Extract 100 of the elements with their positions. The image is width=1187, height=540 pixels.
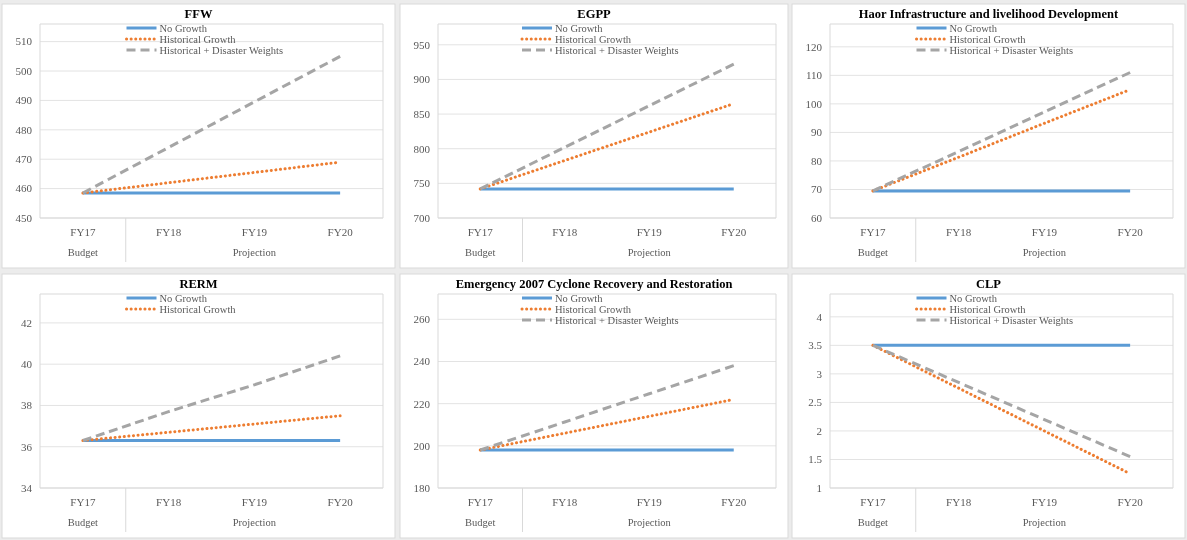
line-series <box>81 354 342 443</box>
x-tick-label: FY19 <box>636 496 663 508</box>
line-series <box>81 414 342 443</box>
y-tick-label: 34 <box>21 481 33 494</box>
legend-label: No Growth <box>949 22 998 34</box>
legend-label: Historical + Disaster Weights <box>555 314 679 326</box>
y-tick-label: 950 <box>413 38 431 51</box>
legend-label: No Growth <box>159 292 208 304</box>
legend-label: Historical Growth <box>949 33 1027 45</box>
text: Budget <box>465 517 496 528</box>
text: Budget <box>67 517 99 528</box>
y-tick-label: 3.5 <box>808 339 823 352</box>
x-tick-label: FY20 <box>1117 496 1144 508</box>
x-tick-label: FY18 <box>552 496 578 508</box>
y-tick-label: 260 <box>413 313 431 326</box>
legend-label: Historical Growth <box>555 303 632 315</box>
y-tick-label: 120 <box>805 40 823 53</box>
x-tick-label: FY17 <box>467 496 494 508</box>
x-tick-label: FY20 <box>327 496 354 508</box>
legend-label: No Growth <box>949 292 998 304</box>
y-tick-label: 42 <box>21 316 32 329</box>
y-tick-label: 70 <box>811 183 823 196</box>
line-series <box>81 54 342 195</box>
y-tick-label: 110 <box>805 69 823 82</box>
y-tick-label: 800 <box>413 142 431 155</box>
x-tick-label: FY18 <box>552 226 578 238</box>
y-tick-label: 1 <box>816 481 822 494</box>
x-tick-label: FY20 <box>721 226 747 238</box>
chart-title: FFW <box>184 7 213 21</box>
legend-label: Historical + Disaster Weights <box>159 44 284 56</box>
line-series <box>478 364 736 452</box>
legend-label: Historical Growth <box>555 33 632 45</box>
y-tick-label: 900 <box>413 73 431 86</box>
x-tick-label: FY19 <box>1031 226 1058 238</box>
y-tick-label: 200 <box>413 439 431 452</box>
chart-title: CLP <box>976 277 1002 291</box>
x-tick-label: FY19 <box>1031 496 1058 508</box>
legend-label: Historical + Disaster Weights <box>949 314 1074 326</box>
legend-label: Historical Growth <box>159 303 237 315</box>
y-tick-label: 36 <box>21 440 33 453</box>
chart-title: Haor Infrastructure and livelihood Development <box>858 7 1119 21</box>
line-series <box>478 62 736 191</box>
x-tick-label: FY18 <box>156 226 182 238</box>
y-tick-label: 180 <box>413 481 431 494</box>
legend-label: Historical + Disaster Weights <box>949 44 1074 56</box>
y-tick-label: 490 <box>15 94 33 107</box>
y-tick-label: 38 <box>21 399 33 412</box>
x-tick-label: FY17 <box>860 226 886 238</box>
chart-title: Emergency 2007 Cyclone Recovery and Restoration <box>455 277 733 291</box>
y-tick-label: 480 <box>15 123 33 136</box>
y-tick-label: 40 <box>21 358 33 371</box>
y-tick-label: 60 <box>811 211 823 224</box>
x-tick-label: FY18 <box>946 226 972 238</box>
y-tick-label: 100 <box>805 97 823 110</box>
text: Projection <box>1022 517 1067 528</box>
text: Projection <box>627 247 672 258</box>
y-tick-label: 90 <box>811 126 823 139</box>
legend-label: No Growth <box>555 22 604 34</box>
legend-label: No Growth <box>159 22 208 34</box>
y-tick-label: 240 <box>413 355 431 368</box>
y-tick-label: 80 <box>811 154 823 167</box>
x-tick-label: FY17 <box>467 226 494 238</box>
y-tick-label: 4 <box>816 310 823 323</box>
y-tick-label: 3 <box>816 367 823 380</box>
legend-label: Historical Growth <box>949 303 1027 315</box>
x-tick-label: FY18 <box>156 496 182 508</box>
x-tick-label: FY20 <box>721 496 747 508</box>
x-tick-label: FY18 <box>946 496 972 508</box>
x-tick-label: FY19 <box>241 496 268 508</box>
text: Budget <box>857 517 889 528</box>
legend-label: No Growth <box>555 292 604 304</box>
x-tick-label: FY17 <box>860 496 886 508</box>
text: Projection <box>1022 247 1067 258</box>
y-tick-label: 700 <box>413 211 431 224</box>
x-tick-label: FY19 <box>241 226 268 238</box>
x-tick-label: FY19 <box>636 226 663 238</box>
text: Budget <box>465 247 496 258</box>
x-tick-label: FY17 <box>70 496 96 508</box>
y-tick-label: 2.5 <box>808 396 823 409</box>
text: Budget <box>67 247 99 258</box>
text: Projection <box>232 247 277 258</box>
y-tick-label: 1.5 <box>808 453 823 466</box>
y-tick-label: 750 <box>413 177 431 190</box>
text: Projection <box>232 517 277 528</box>
text: Projection <box>627 517 672 528</box>
chart-title: EGPP <box>577 7 612 21</box>
legend-label: Historical + Disaster Weights <box>555 44 679 56</box>
y-tick-label: 450 <box>15 211 33 224</box>
y-tick-label: 460 <box>15 182 33 195</box>
y-tick-label: 510 <box>15 35 33 48</box>
y-tick-label: 500 <box>15 64 33 77</box>
x-tick-label: FY17 <box>70 226 96 238</box>
y-tick-label: 850 <box>413 107 431 120</box>
text: Budget <box>857 247 889 258</box>
y-tick-label: 220 <box>413 397 431 410</box>
x-tick-label: FY20 <box>1117 226 1144 238</box>
x-tick-label: FY20 <box>327 226 354 238</box>
y-tick-label: 2 <box>816 424 822 437</box>
legend-label: Historical Growth <box>159 33 237 45</box>
chart-title: RERM <box>179 277 218 291</box>
